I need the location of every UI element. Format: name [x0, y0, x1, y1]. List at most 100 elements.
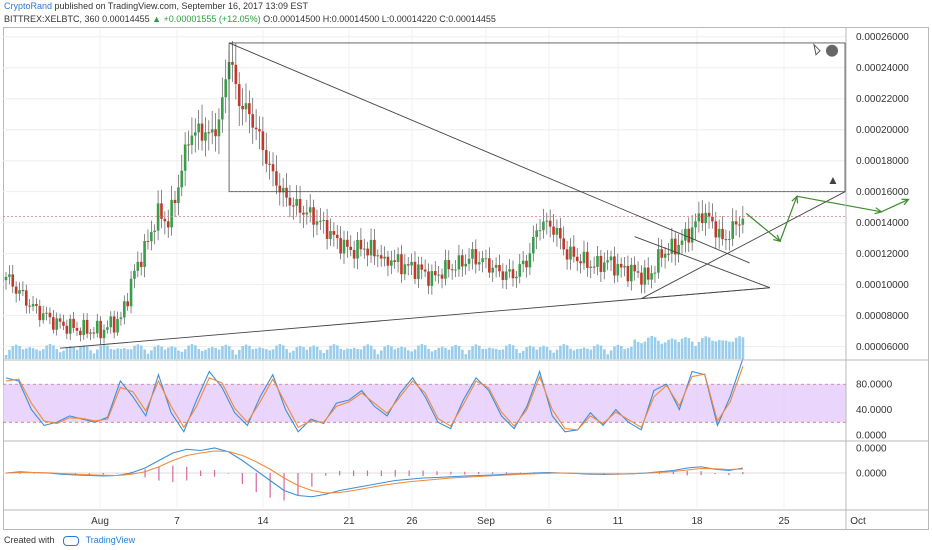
volume-bar [711, 340, 714, 359]
volume-bar [386, 345, 390, 359]
volume-bar [281, 345, 285, 359]
candle-body [75, 327, 79, 331]
rocket-icon: ▲ [827, 173, 839, 187]
candle-body [437, 274, 440, 276]
volume-bar [535, 349, 539, 359]
volume-bar [143, 349, 146, 359]
volume-bar [717, 339, 721, 359]
volume-bar [407, 350, 410, 359]
candle-body [356, 239, 359, 259]
volume-bar [613, 346, 616, 359]
volume-bar [373, 349, 376, 359]
volume-bar [295, 347, 299, 359]
volume-bar [187, 345, 190, 359]
volume-bar [309, 346, 312, 359]
candle-body [14, 286, 18, 294]
resistance-rectangle [228, 42, 846, 193]
candle-body [555, 227, 559, 235]
volume-bar [214, 348, 217, 359]
volume-bar [271, 349, 275, 359]
candle-body [542, 221, 545, 231]
candle-body [383, 256, 386, 259]
macd-histogram-bar [519, 472, 521, 474]
candle-body [616, 263, 620, 276]
candle-body [68, 318, 72, 334]
candle-body [511, 269, 515, 279]
author-name[interactable]: CryptoRand [4, 1, 53, 11]
volume-bar [687, 338, 691, 359]
volume-bar [8, 349, 11, 359]
volume-bar [156, 345, 160, 359]
time-tick-label: Oct [850, 516, 866, 527]
volume-bar [342, 349, 346, 359]
volume-bar [251, 349, 255, 359]
candle-body [518, 264, 522, 277]
candle-body [464, 263, 467, 267]
candle-body [393, 260, 396, 262]
volume-bar [383, 346, 386, 359]
macd-histogram-bar [672, 472, 674, 475]
volume-bar [298, 345, 302, 359]
candle-body [623, 265, 626, 268]
volume-bar [731, 341, 735, 359]
candle-body [474, 249, 478, 265]
candle-body [390, 260, 393, 266]
candle-body [72, 318, 75, 328]
candle-body [28, 305, 31, 307]
candle-body [281, 187, 285, 193]
stoch-band [3, 384, 846, 423]
volume-bar [508, 344, 512, 359]
tradingview-brand[interactable]: TradingView [85, 535, 136, 545]
volume-bar [123, 348, 126, 359]
volume-bar [663, 342, 667, 359]
macd-histogram-bar [227, 473, 230, 474]
volume-bar [647, 337, 650, 359]
candle-body [447, 260, 451, 270]
candle-body [423, 269, 427, 272]
macd-histogram-bar [241, 473, 243, 484]
volume-bar [667, 339, 670, 359]
candle-body [515, 276, 518, 279]
candle-body [139, 261, 143, 267]
candle-body [35, 304, 38, 306]
chart-frame [3, 27, 929, 530]
volume-bar [25, 348, 28, 359]
volume-bar [41, 349, 45, 359]
volume-bar [45, 345, 48, 359]
symbol-label: BITTREX:XELBTC, 360 [4, 14, 100, 24]
candle-body [430, 271, 434, 286]
candle-body [528, 253, 532, 268]
volume-bar [741, 337, 745, 359]
candle-body [484, 258, 488, 260]
volume-bar [75, 349, 79, 359]
macd-histogram-bar [450, 471, 452, 475]
volume-bar [302, 347, 305, 359]
candle-body [670, 238, 674, 254]
volume-bar [72, 347, 75, 359]
candle-body [379, 255, 383, 259]
volume-bar [163, 349, 167, 359]
candle-body [221, 97, 224, 120]
price-tick-label: 0.00026000 [856, 32, 909, 43]
candle-body [579, 261, 582, 264]
candle-body [640, 272, 643, 285]
candle-body [150, 232, 153, 242]
candle-body [82, 319, 86, 336]
candle-body [11, 274, 15, 287]
candle-body [461, 255, 464, 267]
candle-body [319, 220, 322, 222]
candle-body [471, 249, 474, 259]
candle-body [352, 249, 356, 259]
volume-bar [393, 349, 397, 359]
volume-bar [48, 344, 52, 359]
candle-body [582, 251, 586, 264]
volume-bar [704, 336, 708, 359]
candle-body [366, 248, 369, 256]
macd-histogram-bar [352, 470, 355, 476]
macd-histogram-bar [464, 471, 466, 475]
candle-body [204, 132, 207, 141]
volume-bar [241, 346, 244, 359]
time-tick-label: Sep [477, 516, 495, 527]
candle-body [308, 207, 312, 213]
